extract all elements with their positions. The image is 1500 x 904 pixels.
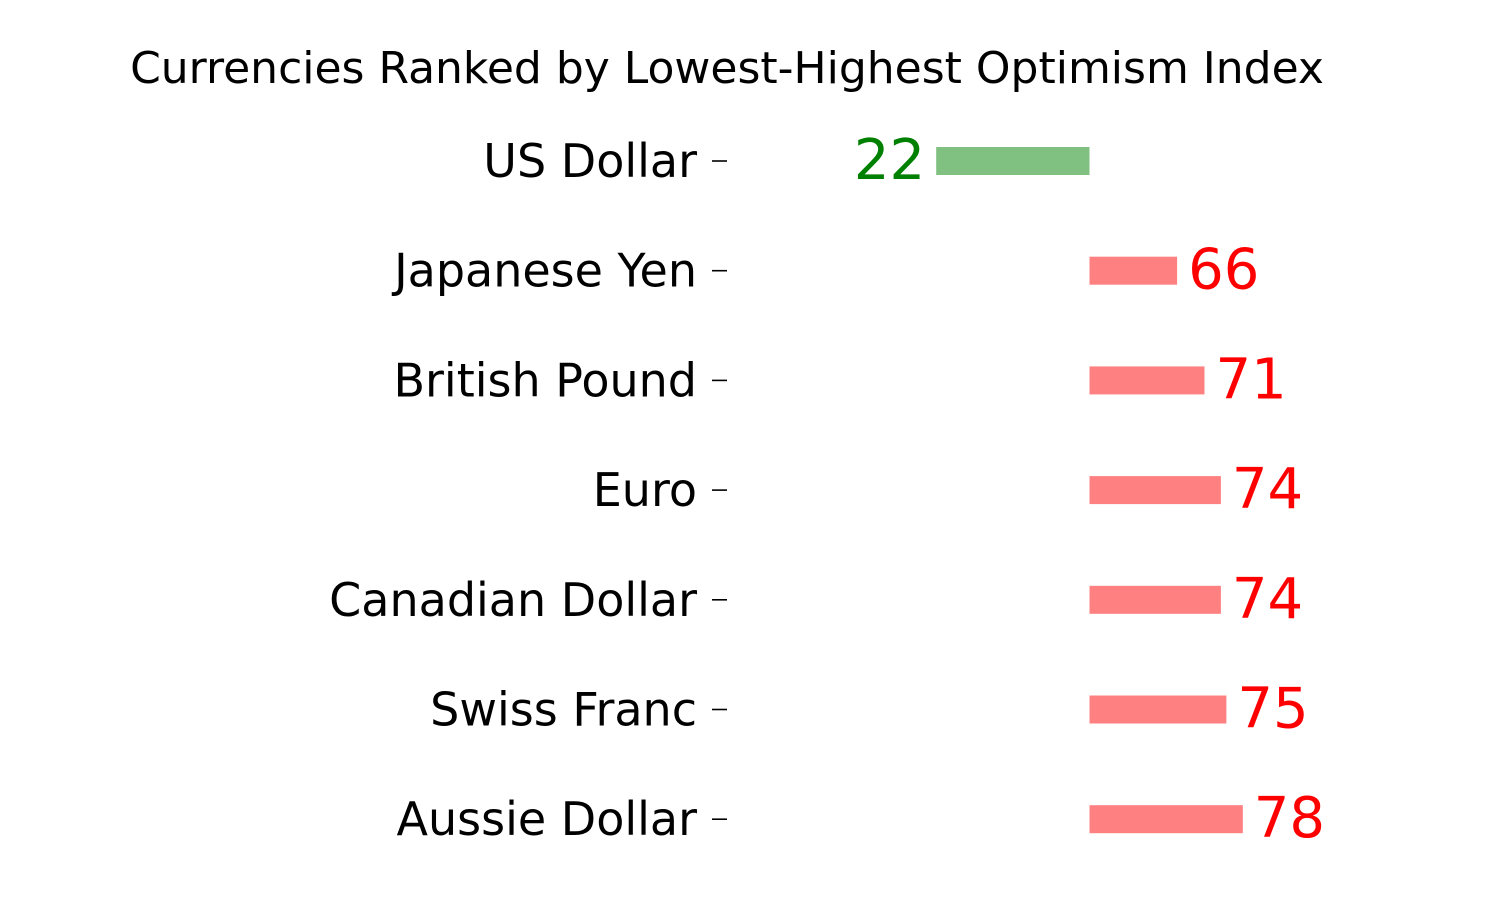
value-label-aussie-dollar: 78	[1254, 786, 1325, 851]
category-label-swiss-franc: Swiss Franc	[430, 683, 697, 737]
bar-british-pound	[1090, 366, 1205, 394]
value-label-japanese-yen: 66	[1188, 238, 1259, 303]
bar-canadian-dollar	[1090, 586, 1221, 614]
value-label-swiss-franc: 75	[1237, 677, 1308, 742]
value-label-us-dollar: 22	[854, 128, 925, 193]
y-axis-ticks	[712, 161, 727, 819]
category-label-aussie-dollar: Aussie Dollar	[397, 792, 698, 846]
bar-aussie-dollar	[1090, 805, 1243, 833]
category-label-canadian-dollar: Canadian Dollar	[329, 573, 697, 627]
value-label-canadian-dollar: 74	[1232, 567, 1303, 632]
category-label-japanese-yen: Japanese Yen	[391, 244, 697, 298]
value-label-british-pound: 71	[1215, 347, 1286, 412]
category-label-us-dollar: US Dollar	[483, 134, 697, 188]
value-label-euro: 74	[1232, 457, 1303, 522]
bar-euro	[1090, 476, 1221, 504]
bar-swiss-franc	[1090, 696, 1227, 724]
bar-japanese-yen	[1090, 257, 1178, 285]
bar-us-dollar	[936, 147, 1089, 175]
y-axis-tick-labels: US Dollar Japanese Yen British Pound Euro Ca…	[329, 134, 697, 846]
chart-title: Currencies Ranked by Lowest-Highest Opti…	[130, 43, 1324, 94]
category-label-british-pound: British Pound	[393, 353, 697, 407]
category-label-euro: Euro	[593, 463, 697, 517]
